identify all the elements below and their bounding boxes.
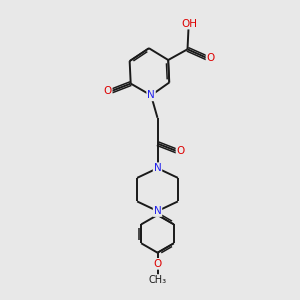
Text: N: N [154, 206, 161, 216]
Text: O: O [176, 146, 185, 156]
Text: O: O [103, 86, 112, 96]
Text: O: O [153, 259, 162, 269]
Text: N: N [147, 90, 155, 100]
Text: CH₃: CH₃ [148, 275, 166, 285]
Text: OH: OH [182, 19, 198, 28]
Text: O: O [206, 53, 215, 63]
Text: N: N [154, 163, 161, 173]
